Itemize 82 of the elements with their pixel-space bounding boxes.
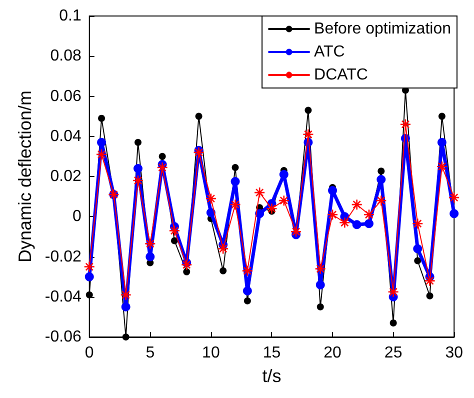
point	[316, 303, 324, 310]
point	[339, 216, 350, 228]
x-tick-label: 25	[384, 344, 402, 362]
point	[121, 302, 130, 312]
point	[378, 168, 385, 175]
point	[134, 164, 142, 173]
point	[144, 238, 156, 250]
point	[180, 259, 192, 270]
y-tick-label: -0.06	[44, 328, 82, 346]
y-tick-label: -0.02	[44, 248, 82, 266]
x-tick-label: 5	[146, 344, 155, 362]
point	[279, 170, 288, 179]
point	[302, 128, 314, 140]
point	[156, 162, 168, 174]
x-tick-label: 15	[262, 344, 281, 362]
point	[278, 194, 290, 206]
point	[316, 280, 325, 290]
point	[314, 263, 326, 274]
point	[97, 138, 106, 147]
point	[205, 192, 217, 204]
point	[206, 208, 216, 218]
x-tick-label: 0	[84, 344, 94, 362]
point	[388, 286, 399, 298]
legend-label: Before optimization	[314, 20, 452, 38]
point	[193, 146, 204, 158]
point	[414, 257, 422, 264]
point	[122, 334, 130, 340]
point	[437, 138, 446, 147]
x-tick-label: 10	[202, 344, 220, 362]
x-tick-label: 20	[324, 344, 342, 362]
point	[413, 244, 422, 254]
point	[170, 237, 178, 244]
y-tick-label: 0.1	[59, 8, 82, 24]
point	[376, 175, 386, 184]
point	[230, 177, 240, 186]
point	[120, 289, 132, 301]
point	[266, 202, 278, 214]
point	[230, 198, 241, 210]
point	[134, 138, 142, 146]
point	[351, 198, 362, 210]
point	[412, 218, 424, 230]
point	[436, 160, 448, 172]
point	[195, 112, 202, 120]
point	[242, 265, 254, 276]
legend-label: DCATC	[314, 66, 368, 84]
point	[424, 275, 436, 286]
point	[244, 297, 251, 304]
legend-label: ATC	[314, 44, 345, 60]
point	[400, 118, 412, 130]
point	[376, 194, 387, 206]
point	[84, 261, 96, 272]
point	[363, 208, 375, 220]
point	[232, 164, 239, 171]
y-tick-label: 0	[72, 208, 82, 226]
point	[168, 225, 180, 236]
point	[390, 319, 397, 326]
x-axis-title: t/s	[262, 366, 282, 386]
point	[242, 286, 252, 296]
y-tick-label: 0.08	[50, 48, 82, 65]
point	[426, 292, 434, 300]
point	[98, 114, 106, 122]
point	[438, 112, 446, 120]
y-tick-label: -0.04	[44, 288, 82, 306]
point	[96, 148, 108, 160]
point	[84, 272, 94, 282]
y-tick-label: 0.04	[50, 128, 82, 145]
x-tick-label: 30	[445, 344, 464, 362]
point	[146, 252, 155, 262]
point	[158, 152, 166, 160]
y-tick-label: 0.06	[50, 88, 82, 105]
point	[290, 226, 302, 238]
point	[448, 192, 460, 204]
point	[326, 208, 338, 220]
point	[220, 267, 227, 274]
point	[217, 243, 229, 254]
point	[304, 106, 312, 114]
point	[328, 186, 338, 196]
point	[254, 186, 266, 198]
point	[183, 268, 190, 276]
y-axis-title: Dynamic deflection/m	[15, 90, 35, 263]
point	[132, 174, 144, 186]
y-tick-label: 0.02	[50, 168, 82, 185]
